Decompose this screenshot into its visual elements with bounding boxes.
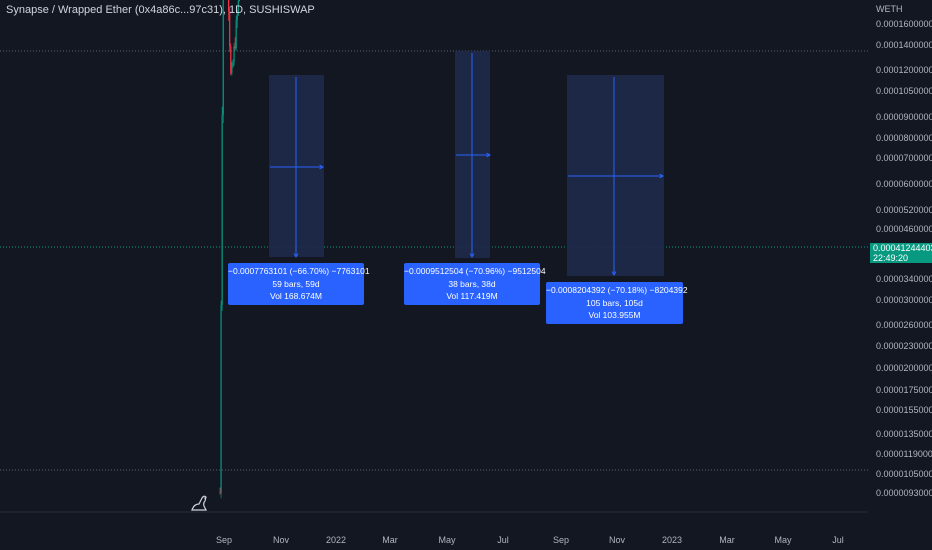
measure-line: −0.0008204392 (−70.18%) −8204392 (546, 285, 688, 295)
x-tick-label: Mar (719, 535, 735, 545)
measure-box-1[interactable]: −0.0007763101 (−66.70%) −7763101 59 bars… (228, 263, 370, 305)
current-price: 0.00041244403 (873, 243, 932, 253)
measure-line: 38 bars, 38d (448, 278, 496, 289)
arrow-head (293, 253, 299, 259)
current-price-badge: 0.00041244403 22:49:20 (870, 243, 932, 263)
x-tick-label: Jul (497, 535, 509, 545)
candle-body (238, 0, 241, 1)
x-tick-label: Mar (382, 535, 398, 545)
x-tick-label: 2023 (662, 535, 682, 545)
chart-title: Synapse / Wrapped Ether (0x4a86c...97c31… (6, 4, 315, 16)
x-tick-label: May (774, 535, 792, 545)
measure-line: 105 bars, 105d (586, 297, 643, 308)
x-tick-label: Sep (553, 535, 569, 545)
candle-body (221, 115, 223, 305)
y-tick-label: 0.00001190000 (876, 449, 932, 459)
tradingview-logo-icon[interactable] (190, 494, 212, 512)
chart-grid (0, 50, 868, 513)
arrow-head (659, 173, 665, 179)
candle-body (234, 46, 236, 49)
candle-body (228, 0, 230, 12)
arrow-head (486, 152, 492, 158)
candle-body (231, 66, 233, 74)
x-tick-label: Nov (609, 535, 626, 545)
x-tick-label: Jul (832, 535, 844, 545)
candle-body (222, 0, 224, 116)
arrow-head (469, 253, 475, 259)
candle-body (220, 304, 222, 494)
x-tick-label: Nov (273, 535, 290, 545)
measure-box-3[interactable]: −0.0008204392 (−70.18%) −8204392 105 bar… (546, 282, 688, 324)
candle-body (237, 0, 239, 14)
measure-line: Vol 117.419M (446, 291, 498, 301)
candle-body (236, 13, 238, 21)
measure-rects (269, 51, 664, 276)
x-tick-label: Sep (216, 535, 232, 545)
y-tick-label: 0.00000930000 (876, 488, 932, 498)
measure-line: −0.0007763101 (−66.70%) −7763101 (228, 266, 370, 276)
measure-line: Vol 103.955M (588, 310, 641, 320)
x-tick-label: 2022 (326, 535, 346, 545)
candle-body (235, 20, 237, 49)
measure-line: −0.0009512504 (−70.96%) −9512504 (404, 266, 546, 276)
measure-line: Vol 168.674M (270, 291, 322, 301)
candles (219, 0, 241, 499)
candle-body (219, 493, 221, 494)
arrow-head (319, 164, 325, 170)
arrow-head (611, 271, 617, 277)
candle-body (232, 62, 234, 67)
x-tick-label: May (438, 535, 456, 545)
candle-body (230, 46, 232, 74)
measure-box-2[interactable]: −0.0009512504 (−70.96%) −9512504 38 bars… (404, 263, 546, 305)
bar-countdown: 22:49:20 (873, 253, 909, 263)
measure-arrows (270, 53, 665, 277)
time-axis[interactable]: Sep Nov 2022 Mar May Jul Sep Nov 2023 Mar May Jul (216, 535, 844, 545)
candle-body (233, 46, 235, 63)
axis-unit-label: WETH (876, 4, 903, 14)
candle-body (229, 11, 231, 47)
measure-line: 59 bars, 59d (272, 278, 320, 289)
